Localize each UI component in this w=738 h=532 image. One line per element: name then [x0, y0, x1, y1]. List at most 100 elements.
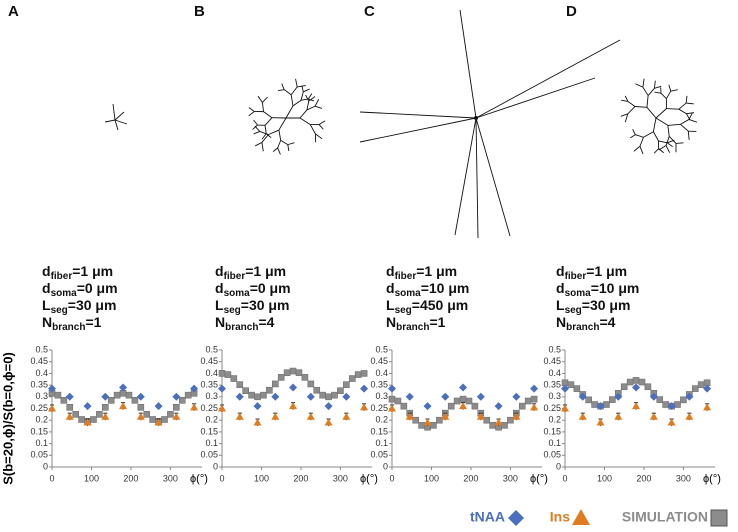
simulation-point — [143, 411, 151, 418]
tnaa-point — [289, 383, 298, 392]
parameter: dsoma=10 μm — [556, 280, 639, 299]
dendrite — [261, 134, 269, 143]
tnaa-point — [441, 392, 450, 401]
ins-point — [289, 402, 298, 410]
panel-label: A — [8, 3, 19, 20]
dendrite — [248, 107, 255, 112]
tnaa-point — [83, 402, 92, 411]
param-subscript: branch — [396, 322, 429, 333]
dendrite — [633, 145, 641, 152]
ins-point — [154, 418, 163, 426]
tnaa-point — [494, 402, 503, 411]
ins-point — [253, 418, 262, 426]
dendrite — [277, 140, 282, 149]
tnaa-point — [512, 392, 521, 401]
simulation-point — [585, 396, 592, 404]
dendrite — [667, 142, 673, 147]
morphology-c — [359, 9, 621, 239]
tnaa-point — [703, 384, 712, 393]
tnaa-point — [388, 384, 396, 393]
x-tick-label: 300 — [676, 473, 691, 483]
simulation-point — [66, 404, 74, 411]
y-tick-label: 0.2 — [548, 415, 561, 425]
param-value: =450 μm — [412, 297, 468, 313]
parameter: dfiber=1 μm — [556, 263, 627, 282]
tnaa-point — [324, 402, 333, 411]
simulation-point — [271, 380, 279, 388]
dendrite — [314, 105, 323, 109]
x-tick-label: 300 — [503, 473, 518, 483]
parameter: Lseg=30 μm — [42, 297, 116, 316]
y-tick-label: 0.35 — [200, 379, 218, 389]
legend-marker — [710, 509, 728, 527]
param-subscript: soma — [224, 288, 251, 299]
dendrite — [665, 136, 670, 146]
tnaa-point — [218, 384, 226, 393]
dendrite — [295, 78, 298, 88]
dendrite — [309, 124, 316, 135]
ins-point — [101, 412, 110, 420]
dendrite — [265, 133, 272, 138]
x-axis-title: ϕ(°) — [703, 473, 721, 485]
param-subscript: fiber — [395, 271, 417, 282]
parameter: Lseg=30 μm — [556, 297, 630, 316]
param-value: =1 — [429, 314, 445, 330]
tnaa-point — [190, 384, 199, 393]
ins-point — [703, 403, 712, 411]
dendrite — [660, 92, 667, 100]
param-symbol: d — [42, 280, 51, 296]
parameter: dsoma=0 μm — [215, 280, 291, 299]
param-symbol: L — [556, 297, 565, 313]
param-symbol: d — [215, 280, 224, 296]
y-tick-label: 0 — [43, 461, 48, 471]
tnaa-point — [119, 383, 128, 392]
simulation-point — [72, 411, 79, 418]
x-tick-label: 300 — [333, 473, 348, 483]
param-symbol: d — [386, 263, 395, 279]
simulation-point — [697, 381, 705, 388]
param-value: =10 μm — [591, 280, 640, 296]
simulation-point — [447, 402, 455, 410]
tnaa-point — [48, 384, 56, 393]
simulation-point — [242, 387, 249, 395]
x-tick-label: 0 — [49, 473, 54, 483]
dendrite — [290, 94, 294, 106]
dendrite — [635, 134, 644, 138]
param-value: =1 μm — [72, 263, 113, 279]
param-value: =4 — [258, 314, 274, 330]
y-tick-label: 0.45 — [30, 356, 48, 366]
ins-point — [512, 412, 521, 420]
simulation-point — [254, 393, 261, 401]
y-tick-label: 0.45 — [543, 356, 561, 366]
param-symbol: N — [215, 314, 225, 330]
param-subscript: seg — [395, 305, 412, 316]
simulation-point — [101, 404, 109, 411]
ins-point — [65, 412, 74, 420]
param-symbol: N — [42, 314, 52, 330]
param-value: =1 — [85, 314, 101, 330]
y-tick-label: 0.15 — [200, 426, 218, 436]
ins-point — [271, 412, 280, 420]
dendrite — [642, 78, 645, 88]
x-tick-label: 100 — [84, 473, 99, 483]
ins-point — [494, 418, 503, 426]
y-tick-label: 0.45 — [200, 356, 218, 366]
dendrite — [642, 86, 649, 96]
dendrite — [652, 117, 657, 132]
param-subscript: branch — [225, 322, 258, 333]
legend-label: SIMULATION — [622, 509, 708, 525]
param-value: =30 μm — [241, 297, 290, 313]
tnaa-point — [423, 402, 432, 411]
dendrite — [686, 102, 694, 105]
dendrite — [261, 133, 267, 140]
simulation-point — [60, 397, 68, 404]
simulation-point — [567, 381, 575, 388]
y-tick-label: 0.25 — [200, 403, 218, 413]
simulation-point — [465, 397, 473, 405]
dendrite — [652, 131, 659, 142]
simulation-point — [319, 391, 326, 399]
y-tick-label: 0.15 — [30, 426, 48, 436]
simulation-point — [591, 401, 598, 408]
parameter: dfiber=1 μm — [42, 263, 113, 282]
param-symbol: L — [215, 297, 224, 313]
